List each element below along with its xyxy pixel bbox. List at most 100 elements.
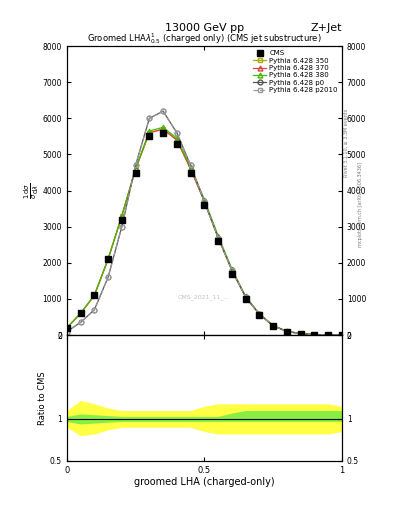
Pythia 6.428 p2010 xyxy=(147,115,152,121)
Y-axis label: Ratio to CMS: Ratio to CMS xyxy=(38,371,47,425)
CMS xyxy=(298,331,303,337)
Pythia 6.428 380 xyxy=(230,266,234,272)
Pythia 6.428 380 xyxy=(174,135,179,141)
Pythia 6.428 p2010 xyxy=(326,332,331,338)
Pythia 6.428 380 xyxy=(64,325,69,331)
Pythia 6.428 p2010 xyxy=(257,311,262,317)
Pythia 6.428 p0 xyxy=(216,234,220,241)
Pythia 6.428 350 xyxy=(147,130,152,136)
Pythia 6.428 380 xyxy=(271,323,275,329)
Pythia 6.428 350 xyxy=(119,213,124,219)
Pythia 6.428 370 xyxy=(161,126,165,132)
CMS xyxy=(188,169,193,176)
Pythia 6.428 370 xyxy=(174,137,179,143)
Pythia 6.428 380 xyxy=(216,232,220,239)
Y-axis label: $\frac{1}{\sigma}\frac{\mathrm{d}\sigma}{\mathrm{d}\lambda}$: $\frac{1}{\sigma}\frac{\mathrm{d}\sigma}… xyxy=(23,182,41,199)
Pythia 6.428 350 xyxy=(298,331,303,337)
Pythia 6.428 370 xyxy=(257,311,262,317)
Pythia 6.428 380 xyxy=(326,332,331,338)
Pythia 6.428 p2010 xyxy=(216,234,220,241)
Pythia 6.428 p0 xyxy=(340,332,344,338)
Pythia 6.428 p0 xyxy=(285,328,289,334)
CMS xyxy=(161,130,165,136)
Pythia 6.428 p2010 xyxy=(271,323,275,329)
Pythia 6.428 370 xyxy=(133,166,138,172)
Pythia 6.428 p2010 xyxy=(64,328,69,334)
Pythia 6.428 p2010 xyxy=(78,319,83,326)
CMS xyxy=(243,296,248,302)
Line: Pythia 6.428 p2010: Pythia 6.428 p2010 xyxy=(64,109,344,337)
Pythia 6.428 p2010 xyxy=(92,307,97,313)
Pythia 6.428 p2010 xyxy=(340,332,344,338)
Pythia 6.428 p0 xyxy=(92,307,97,313)
Pythia 6.428 370 xyxy=(188,166,193,172)
Pythia 6.428 p0 xyxy=(106,274,110,281)
Pythia 6.428 p2010 xyxy=(312,331,317,337)
Pythia 6.428 p0 xyxy=(119,224,124,230)
Pythia 6.428 p0 xyxy=(64,328,69,334)
Pythia 6.428 350 xyxy=(202,198,207,204)
Text: Rivet 3.1.10, ≥ 3.3M events: Rivet 3.1.10, ≥ 3.3M events xyxy=(344,109,349,178)
Pythia 6.428 p0 xyxy=(257,311,262,317)
Pythia 6.428 380 xyxy=(298,330,303,336)
Pythia 6.428 p2010 xyxy=(174,130,179,136)
Pythia 6.428 350 xyxy=(161,126,165,132)
Pythia 6.428 350 xyxy=(174,137,179,143)
Pythia 6.428 350 xyxy=(257,311,262,317)
CMS xyxy=(230,271,234,277)
Pythia 6.428 p0 xyxy=(243,294,248,300)
Pythia 6.428 370 xyxy=(202,198,207,204)
Pythia 6.428 p2010 xyxy=(133,162,138,168)
Pythia 6.428 370 xyxy=(285,328,289,334)
Pythia 6.428 370 xyxy=(326,332,331,338)
CMS xyxy=(106,256,110,262)
CMS xyxy=(340,332,344,338)
CMS xyxy=(64,325,69,331)
Pythia 6.428 350 xyxy=(92,292,97,298)
CMS xyxy=(119,217,124,223)
Pythia 6.428 380 xyxy=(188,164,193,170)
Pythia 6.428 350 xyxy=(64,325,69,331)
Pythia 6.428 p0 xyxy=(230,267,234,273)
Pythia 6.428 350 xyxy=(285,328,289,334)
Pythia 6.428 p0 xyxy=(188,162,193,168)
Pythia 6.428 380 xyxy=(106,256,110,262)
Pythia 6.428 350 xyxy=(106,256,110,262)
CMS xyxy=(271,323,275,329)
Pythia 6.428 350 xyxy=(133,166,138,172)
Pythia 6.428 380 xyxy=(161,124,165,131)
Pythia 6.428 p0 xyxy=(161,108,165,114)
Pythia 6.428 p0 xyxy=(312,331,317,337)
Pythia 6.428 p2010 xyxy=(243,294,248,300)
CMS xyxy=(133,169,138,176)
Text: mcplots.cern.ch [arXiv:1306.3436]: mcplots.cern.ch [arXiv:1306.3436] xyxy=(358,162,363,247)
Line: CMS: CMS xyxy=(64,130,345,338)
Pythia 6.428 p2010 xyxy=(106,274,110,281)
Pythia 6.428 370 xyxy=(216,234,220,241)
Pythia 6.428 370 xyxy=(119,213,124,219)
CMS xyxy=(78,310,83,316)
Pythia 6.428 350 xyxy=(340,332,344,338)
CMS xyxy=(326,332,331,338)
Pythia 6.428 350 xyxy=(271,323,275,329)
Legend: CMS, Pythia 6.428 350, Pythia 6.428 370, Pythia 6.428 380, Pythia 6.428 p0, Pyth: CMS, Pythia 6.428 350, Pythia 6.428 370,… xyxy=(250,48,340,96)
Pythia 6.428 p0 xyxy=(271,323,275,329)
Pythia 6.428 380 xyxy=(78,310,83,316)
Pythia 6.428 370 xyxy=(106,256,110,262)
CMS xyxy=(285,328,289,334)
Pythia 6.428 370 xyxy=(78,310,83,316)
Pythia 6.428 370 xyxy=(230,267,234,273)
Pythia 6.428 p2010 xyxy=(188,162,193,168)
Pythia 6.428 370 xyxy=(92,292,97,298)
Pythia 6.428 350 xyxy=(230,267,234,273)
Pythia 6.428 370 xyxy=(340,332,344,338)
Line: Pythia 6.428 p0: Pythia 6.428 p0 xyxy=(64,109,344,337)
Pythia 6.428 350 xyxy=(188,166,193,172)
Pythia 6.428 p2010 xyxy=(285,328,289,334)
Pythia 6.428 380 xyxy=(202,197,207,203)
Pythia 6.428 p0 xyxy=(147,115,152,121)
Pythia 6.428 370 xyxy=(312,331,317,337)
Pythia 6.428 p0 xyxy=(202,198,207,204)
Pythia 6.428 p2010 xyxy=(202,198,207,204)
CMS xyxy=(174,141,179,147)
